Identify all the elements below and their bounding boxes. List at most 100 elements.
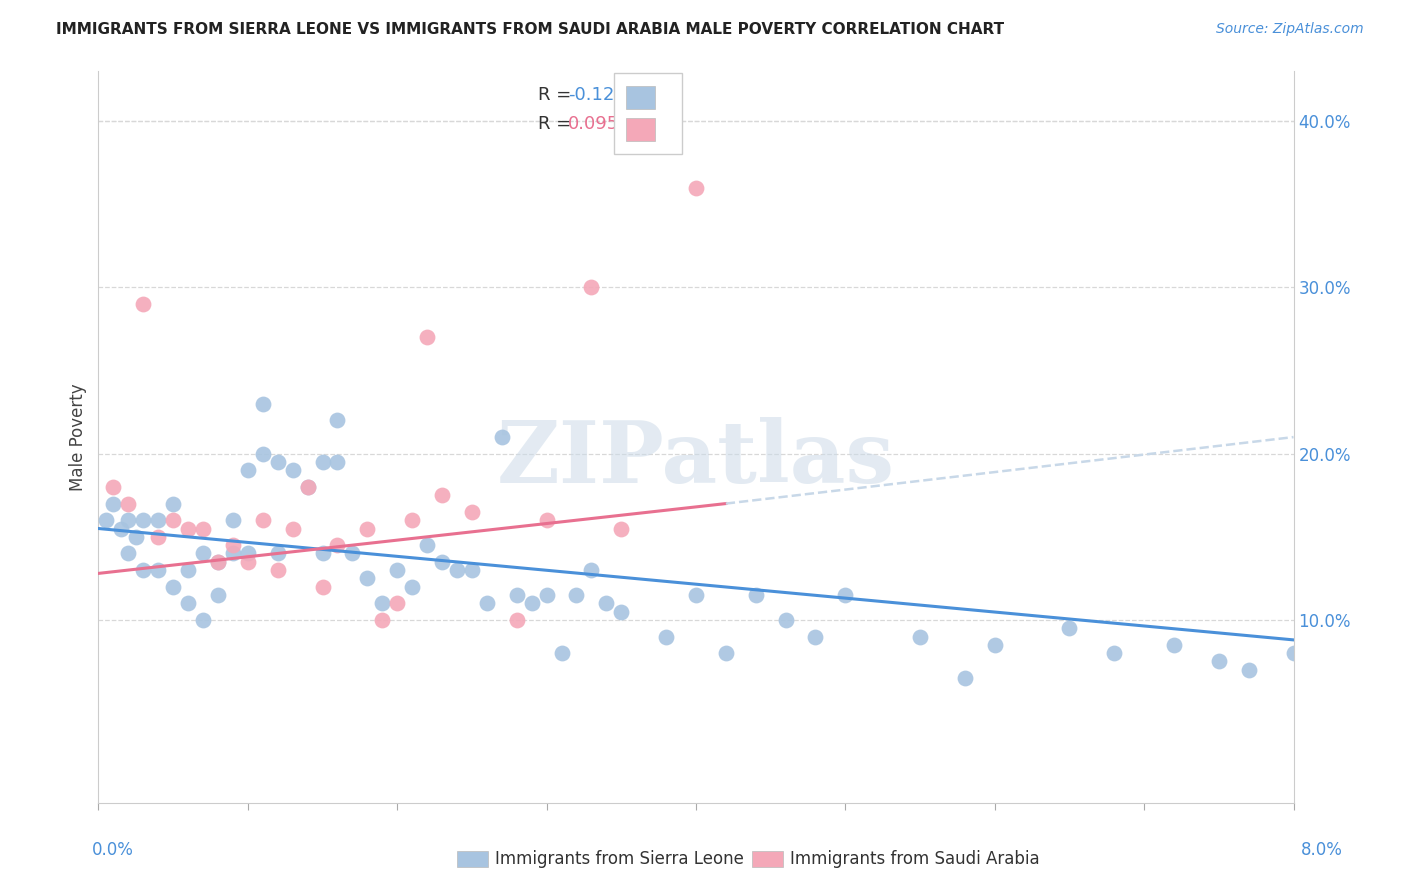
Point	[520, 596, 543, 610]
Point	[610, 605, 633, 619]
Text: 0.0%: 0.0%	[91, 840, 134, 858]
Point	[236, 555, 259, 569]
Point	[581, 563, 603, 577]
Point	[125, 530, 148, 544]
Point	[745, 588, 768, 602]
Text: N =: N =	[614, 115, 672, 133]
Point	[506, 588, 529, 602]
Text: 67: 67	[651, 87, 673, 104]
Point	[775, 613, 797, 627]
Point	[371, 613, 394, 627]
Point	[685, 180, 707, 194]
Point	[267, 546, 290, 560]
Point	[506, 613, 529, 627]
Point	[385, 563, 409, 577]
Point	[267, 563, 290, 577]
Text: IMMIGRANTS FROM SIERRA LEONE VS IMMIGRANTS FROM SAUDI ARABIA MALE POVERTY CORREL: IMMIGRANTS FROM SIERRA LEONE VS IMMIGRAN…	[56, 22, 1004, 37]
Point	[401, 513, 423, 527]
Point	[475, 596, 498, 610]
Point	[207, 555, 229, 569]
Point	[401, 580, 423, 594]
Legend: , : ,	[614, 73, 682, 153]
Point	[565, 588, 588, 602]
Point	[581, 280, 603, 294]
Point	[655, 630, 678, 644]
Point	[110, 521, 132, 535]
Point	[804, 630, 827, 644]
Point	[953, 671, 976, 685]
Point	[356, 521, 378, 535]
Point	[177, 596, 200, 610]
Point	[117, 497, 139, 511]
Text: R =: R =	[538, 115, 578, 133]
Point	[536, 513, 558, 527]
Point	[430, 488, 453, 502]
Point	[311, 546, 333, 560]
Point	[117, 513, 139, 527]
Point	[281, 521, 304, 535]
Text: ZIPatlas: ZIPatlas	[496, 417, 896, 501]
Point	[94, 513, 117, 527]
Point	[416, 538, 439, 552]
Point	[536, 588, 558, 602]
Point	[1208, 655, 1230, 669]
Point	[385, 596, 409, 610]
Point	[356, 571, 378, 585]
Text: -0.128: -0.128	[568, 87, 626, 104]
Point	[177, 521, 200, 535]
Point	[371, 596, 394, 610]
Point	[491, 430, 513, 444]
Point	[430, 555, 453, 569]
Point	[191, 521, 214, 535]
Point	[191, 613, 214, 627]
Point	[834, 588, 856, 602]
Point	[207, 555, 229, 569]
Point	[103, 480, 125, 494]
Point	[162, 513, 184, 527]
Text: Source: ZipAtlas.com: Source: ZipAtlas.com	[1216, 22, 1364, 37]
Point	[326, 538, 349, 552]
Point	[984, 638, 1007, 652]
Point	[685, 588, 707, 602]
Point	[222, 538, 245, 552]
Point	[252, 513, 274, 527]
Text: 0.095: 0.095	[568, 115, 620, 133]
Point	[595, 596, 617, 610]
Text: R =: R =	[538, 87, 578, 104]
Point	[908, 630, 931, 644]
Text: Immigrants from Sierra Leone: Immigrants from Sierra Leone	[495, 850, 744, 868]
Point	[132, 297, 155, 311]
Point	[297, 480, 319, 494]
Text: 28: 28	[651, 115, 673, 133]
Point	[461, 505, 484, 519]
Point	[103, 497, 125, 511]
Point	[236, 546, 259, 560]
Point	[550, 646, 572, 660]
Point	[148, 563, 170, 577]
Point	[252, 397, 274, 411]
Point	[311, 580, 333, 594]
Point	[267, 455, 290, 469]
Point	[1059, 621, 1081, 635]
Point	[222, 513, 245, 527]
Point	[207, 588, 229, 602]
Point	[132, 513, 155, 527]
Point	[326, 455, 349, 469]
Point	[177, 563, 200, 577]
Point	[132, 563, 155, 577]
Point	[162, 497, 184, 511]
Point	[446, 563, 468, 577]
Point	[148, 530, 170, 544]
Y-axis label: Male Poverty: Male Poverty	[69, 384, 87, 491]
Point	[117, 546, 139, 560]
Point	[610, 521, 633, 535]
Point	[342, 546, 364, 560]
Point	[162, 580, 184, 594]
Point	[461, 563, 484, 577]
Point	[1163, 638, 1185, 652]
Point	[148, 513, 170, 527]
Point	[714, 646, 737, 660]
Point	[252, 447, 274, 461]
Point	[191, 546, 214, 560]
Point	[326, 413, 349, 427]
